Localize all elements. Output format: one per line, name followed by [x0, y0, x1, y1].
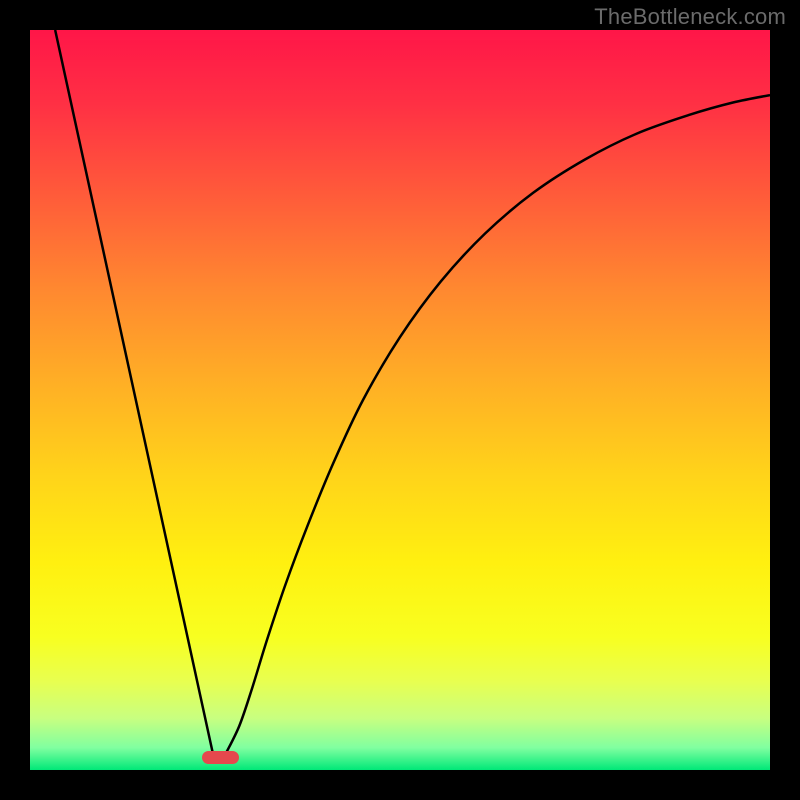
v-curve-path [55, 30, 770, 753]
curve-layer [30, 30, 770, 770]
plot-area [30, 30, 770, 770]
watermark-text: TheBottleneck.com [594, 4, 786, 30]
minimum-marker [202, 751, 239, 764]
chart-frame: TheBottleneck.com [0, 0, 800, 800]
